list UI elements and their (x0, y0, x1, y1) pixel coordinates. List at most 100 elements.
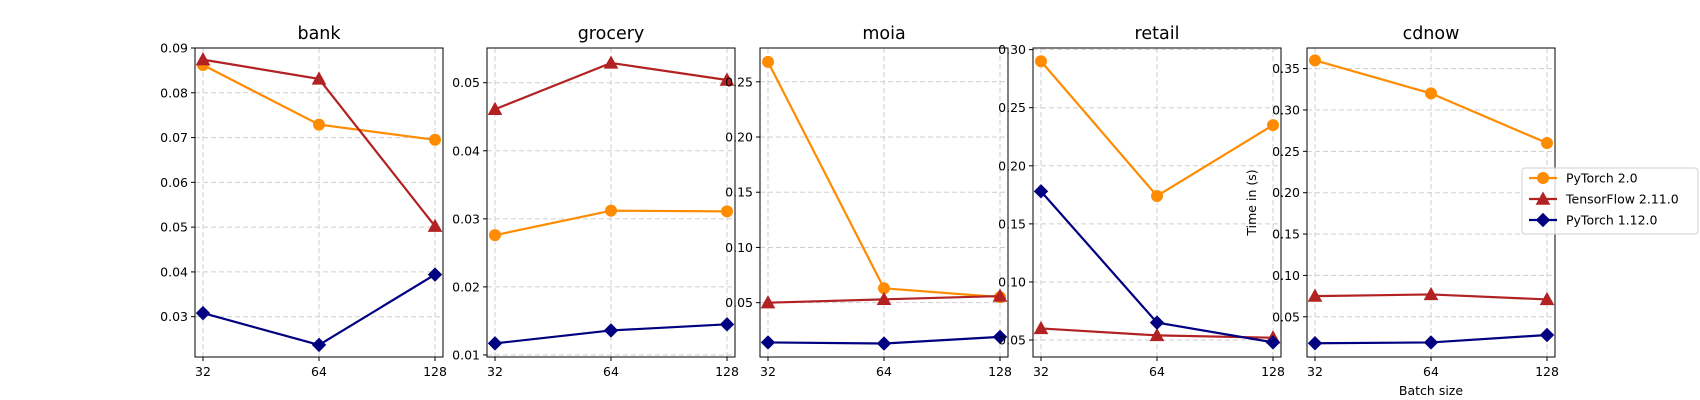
x-tick-label: 128 (715, 364, 739, 379)
panel-title: bank (297, 24, 341, 44)
y-tick-label: 0.25 (1272, 144, 1300, 159)
x-axis-label: Batch size (1399, 383, 1463, 398)
legend: PyTorch 2.0 TensorFlow 2.11.0 PyTorch 1.12… (1521, 167, 1699, 235)
series-pytorch-1-12-0 (760, 329, 1008, 351)
y-tick-label: 0.03 (452, 211, 480, 226)
data-point (195, 52, 211, 66)
grid (487, 48, 735, 357)
x-tick-label: 32 (760, 364, 776, 379)
y-tick-label: 0.08 (160, 85, 188, 100)
data-point (1539, 291, 1555, 306)
y-tick-label: 0.10 (998, 274, 1026, 289)
data-point (721, 205, 733, 218)
data-point (487, 336, 503, 351)
series-tensorflow-2-11-0 (1307, 286, 1555, 306)
data-point (427, 267, 443, 282)
data-point (427, 218, 443, 232)
grid (760, 48, 1008, 357)
x-tick-label: 32 (487, 364, 503, 379)
x-tick-label: 128 (1261, 364, 1285, 379)
x-tick-label: 64 (603, 364, 619, 379)
series-pytorch-2-0 (489, 204, 733, 242)
y-tick-label: 0.25 (998, 100, 1026, 115)
series-pytorch-2-0 (1309, 54, 1553, 150)
y-tick-label: 0.05 (452, 75, 480, 90)
data-point (311, 71, 327, 85)
series-pytorch-1-12-0 (195, 267, 443, 353)
legend-entry: PyTorch 2.0 (1529, 171, 1638, 186)
y-tick-label: 0.03 (160, 309, 188, 324)
y-tick-label: 0.15 (1272, 227, 1300, 242)
panel-title: moia (862, 24, 905, 44)
panel-title: grocery (578, 24, 645, 44)
y-tick-label: 0.20 (1272, 185, 1300, 200)
data-point (195, 305, 211, 321)
y-tick-label: 0.30 (1272, 102, 1300, 117)
data-point (1539, 327, 1555, 343)
data-point (1309, 54, 1321, 67)
data-point (760, 335, 776, 350)
y-tick-label: 0.02 (452, 279, 480, 294)
y-tick-label: 0.15 (725, 185, 753, 200)
legend-entry: TensorFlow 2.11.0 (1529, 191, 1679, 207)
data-point (719, 72, 735, 86)
data-point (1307, 336, 1323, 351)
x-tick-label: 64 (876, 364, 892, 379)
data-point (603, 323, 619, 338)
data-point (762, 55, 774, 68)
data-point (1151, 189, 1163, 202)
data-point (1035, 55, 1047, 68)
series-pytorch-1-12-0 (1307, 327, 1555, 351)
data-point (429, 133, 441, 146)
data-point (1033, 320, 1049, 335)
series-tensorflow-2-11-0 (487, 55, 735, 115)
y-tick-label: 0.09 (160, 41, 188, 56)
data-point (719, 317, 735, 332)
legend-marker (1535, 212, 1551, 228)
series-pytorch-1-12-0 (1033, 184, 1281, 350)
x-tick-label: 32 (1307, 364, 1323, 379)
panel-moia: 0.05 0.10 0.15 0.20 0.25 32 64 128 moia (725, 24, 1012, 379)
data-point (992, 329, 1008, 345)
series-line (494, 61, 728, 111)
y-tick-label: 0.04 (160, 264, 188, 279)
legend-marker (1537, 172, 1549, 184)
data-point (876, 336, 892, 351)
data-point (1541, 137, 1553, 150)
y-tick-label: 0.30 (998, 42, 1026, 57)
y-tick-label: 0.20 (725, 130, 753, 145)
panel-title: retail (1135, 24, 1180, 44)
series-pytorch-1-12-0 (487, 317, 735, 351)
data-point (603, 55, 619, 69)
data-point (1423, 335, 1439, 350)
panel-retail: 0.05 0.10 0.15 0.20 0.25 0.30 32 64 128 retail (998, 24, 1285, 379)
data-point (876, 291, 892, 306)
series-tensorflow-2-11-0 (760, 288, 1008, 309)
y-tick-label: 0.20 (998, 158, 1026, 173)
data-point (1033, 184, 1049, 199)
panel-title: cdnow (1403, 24, 1460, 44)
y-tick-label: 0.10 (725, 240, 753, 255)
x-tick-label: 128 (423, 364, 447, 379)
y-tick-label: 0.05 (998, 333, 1026, 348)
panel-cdnow: 0.05 0.10 0.15 0.20 0.25 0.30 0.35 32 64 128 cdnow… (1244, 24, 1559, 398)
legend-entry: PyTorch 1.12.0 (1529, 213, 1658, 228)
x-tick-label: 64 (311, 364, 327, 379)
y-tick-label: 0.15 (998, 216, 1026, 231)
data-point (1425, 87, 1437, 100)
x-tick-label: 128 (1535, 364, 1559, 379)
series-tensorflow-2-11-0 (195, 52, 443, 232)
legend-label: PyTorch 2.0 (1566, 171, 1638, 186)
y-tick-label: 0.10 (1272, 268, 1300, 283)
y-tick-label: 0.05 (1272, 309, 1300, 324)
legend-marker (1535, 191, 1551, 205)
data-point (1267, 119, 1279, 132)
x-tick-label: 32 (1033, 364, 1049, 379)
y-tick-label: 0.05 (160, 220, 188, 235)
x-tick-label: 128 (988, 364, 1012, 379)
data-point (605, 204, 617, 217)
y-axis-label: Time in (s) (1244, 169, 1259, 236)
panel-grocery: 0.01 0.02 0.03 0.04 0.05 32 64 128 grocery (452, 24, 739, 379)
x-tick-label: 32 (195, 364, 211, 379)
y-tick-label: 0.04 (452, 143, 480, 158)
